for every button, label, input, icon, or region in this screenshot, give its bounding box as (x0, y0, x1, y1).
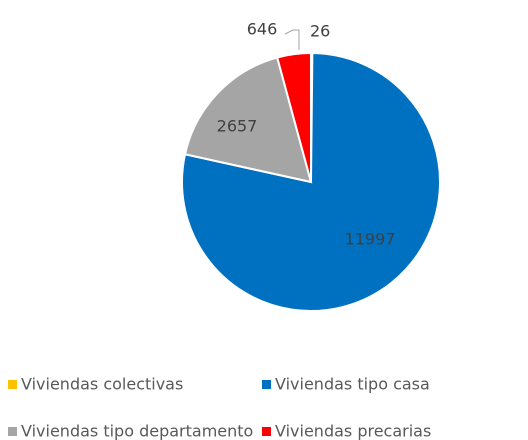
legend-swatch (8, 427, 17, 436)
legend-label: Viviendas tipo casa (275, 375, 430, 394)
data-label: 11997 (345, 230, 396, 249)
legend-label: Viviendas precarias (275, 422, 431, 440)
legend-swatch (262, 427, 271, 436)
pie-slice (276, 51, 312, 183)
legend-label: Viviendas colectivas (21, 375, 183, 394)
leader-line (284, 29, 300, 50)
legend-swatch (262, 380, 271, 389)
data-label: 2657 (217, 117, 258, 136)
legend-label: Viviendas tipo departamento (21, 422, 253, 440)
data-label: 646 (247, 20, 278, 39)
legend-swatch (8, 380, 17, 389)
data-label: 26 (310, 22, 330, 41)
pie-slice (183, 56, 313, 184)
pie-slice (181, 51, 441, 312)
